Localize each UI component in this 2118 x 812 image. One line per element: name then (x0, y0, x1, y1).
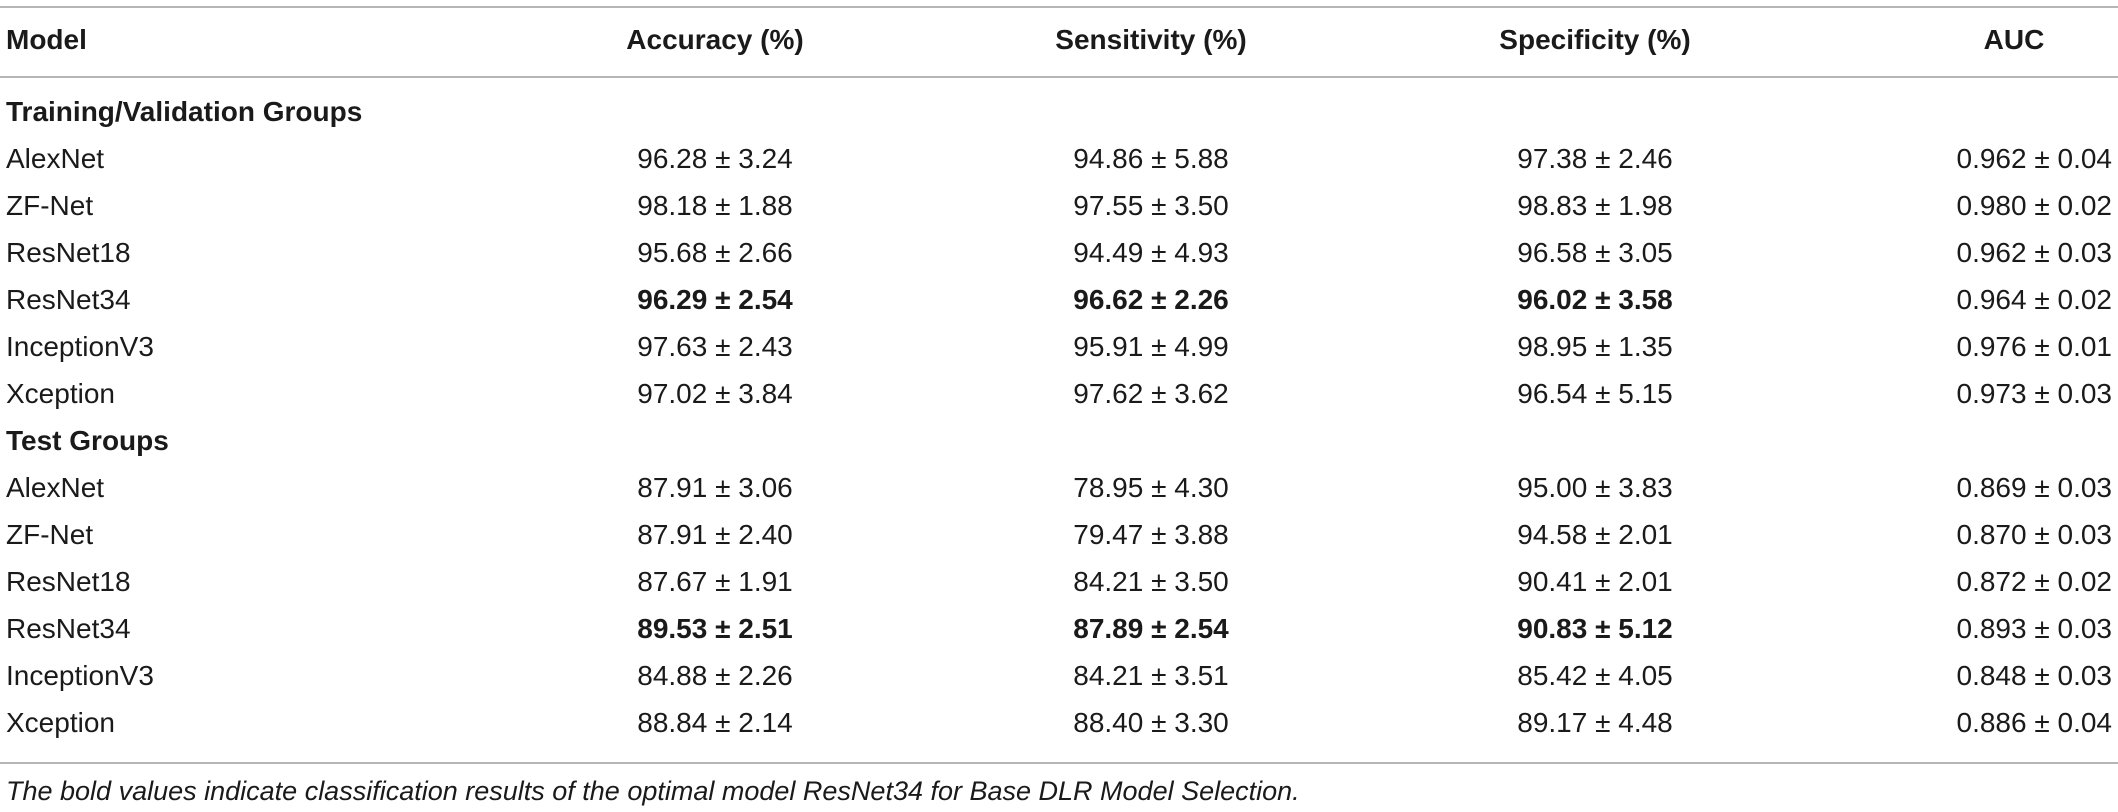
table-footnote: The bold values indicate classification … (6, 776, 1300, 806)
cell-specificity-bold: 96.02 ± 3.58 (1517, 284, 1673, 315)
cell-sensitivity: 97.62 ± 3.62 (1073, 378, 1229, 409)
header-sensitivity: Sensitivity (%) (1055, 24, 1247, 55)
cell-model: InceptionV3 (6, 660, 154, 691)
cell-auc: 0.848 ± 0.03 (1956, 660, 2113, 691)
table-row-highlight: ResNet34 96.29 ± 2.54 96.62 ± 2.26 96.02… (0, 276, 2118, 323)
cell-auc: 0.870 ± 0.03 (1956, 519, 2113, 550)
cell-model: ZF-Net (6, 519, 94, 550)
cell-auc: 0.962 ± 0.04 (1956, 143, 2113, 174)
cell-accuracy-bold: 96.29 ± 2.54 (637, 284, 793, 315)
cell-accuracy-bold: 89.53 ± 2.51 (637, 613, 793, 644)
table-row: InceptionV3 97.63 ± 2.43 95.91 ± 4.99 98… (0, 323, 2118, 370)
table-row: AlexNet 87.91 ± 3.06 78.95 ± 4.30 95.00 … (0, 464, 2118, 511)
cell-accuracy: 96.28 ± 3.24 (637, 143, 793, 174)
cell-sensitivity-bold: 96.62 ± 2.26 (1073, 284, 1229, 315)
cell-sensitivity: 95.91 ± 4.99 (1073, 331, 1229, 362)
table-row: InceptionV3 84.88 ± 2.26 84.21 ± 3.51 85… (0, 652, 2118, 699)
table-row: ZF-Net 87.91 ± 2.40 79.47 ± 3.88 94.58 ±… (0, 511, 2118, 558)
cell-model: AlexNet (6, 143, 105, 174)
cell-model: ResNet34 (6, 613, 131, 644)
header-auc: AUC (1983, 24, 2045, 55)
cell-accuracy: 87.91 ± 2.40 (637, 519, 793, 550)
cell-auc: 0.962 ± 0.03 (1956, 237, 2113, 268)
cell-model: ResNet18 (6, 566, 131, 597)
table-header-rule (0, 76, 2118, 78)
cell-model: Xception (6, 378, 115, 409)
header-accuracy: Accuracy (%) (626, 24, 804, 55)
cell-specificity-bold: 90.83 ± 5.12 (1517, 613, 1673, 644)
table-top-rule (0, 6, 2118, 8)
cell-auc: 0.980 ± 0.02 (1956, 190, 2113, 221)
cell-sensitivity: 84.21 ± 3.50 (1073, 566, 1229, 597)
cell-sensitivity: 78.95 ± 4.30 (1073, 472, 1229, 503)
cell-auc: 0.869 ± 0.03 (1956, 472, 2113, 503)
cell-specificity: 85.42 ± 4.05 (1517, 660, 1673, 691)
cell-sensitivity: 97.55 ± 3.50 (1073, 190, 1229, 221)
table-row: Xception 88.84 ± 2.14 88.40 ± 3.30 89.17… (0, 699, 2118, 746)
cell-auc: 0.886 ± 0.04 (1956, 707, 2113, 738)
group-title-row: Training/Validation Groups (0, 88, 2118, 135)
cell-model: ZF-Net (6, 190, 94, 221)
cell-auc: 0.976 ± 0.01 (1956, 331, 2113, 362)
cell-accuracy: 87.91 ± 3.06 (637, 472, 793, 503)
cell-specificity: 96.58 ± 3.05 (1517, 237, 1673, 268)
cell-auc: 0.973 ± 0.03 (1956, 378, 2113, 409)
cell-specificity: 95.00 ± 3.83 (1517, 472, 1673, 503)
header-model: Model (6, 24, 87, 55)
cell-model: ResNet18 (6, 237, 131, 268)
group-title: Test Groups (6, 425, 169, 456)
table-bottom-rule (0, 762, 2118, 764)
header-specificity: Specificity (%) (1499, 24, 1691, 55)
table-row: ResNet18 95.68 ± 2.66 94.49 ± 4.93 96.58… (0, 229, 2118, 276)
cell-auc: 0.964 ± 0.02 (1956, 284, 2113, 315)
cell-sensitivity: 79.47 ± 3.88 (1073, 519, 1229, 550)
cell-specificity: 98.95 ± 1.35 (1517, 331, 1673, 362)
cell-accuracy: 97.63 ± 2.43 (637, 331, 793, 362)
cell-model: InceptionV3 (6, 331, 154, 362)
cell-accuracy: 87.67 ± 1.91 (637, 566, 793, 597)
cell-sensitivity: 84.21 ± 3.51 (1073, 660, 1229, 691)
table-row: AlexNet 96.28 ± 3.24 94.86 ± 5.88 97.38 … (0, 135, 2118, 182)
cell-model: AlexNet (6, 472, 105, 503)
cell-auc: 0.893 ± 0.03 (1956, 613, 2113, 644)
cell-specificity: 90.41 ± 2.01 (1517, 566, 1673, 597)
table-header-row: Model Accuracy (%) Sensitivity (%) Speci… (0, 16, 2118, 63)
table-row: Xception 97.02 ± 3.84 97.62 ± 3.62 96.54… (0, 370, 2118, 417)
cell-auc: 0.872 ± 0.02 (1956, 566, 2113, 597)
cell-sensitivity: 88.40 ± 3.30 (1073, 707, 1229, 738)
cell-specificity: 98.83 ± 1.98 (1517, 190, 1673, 221)
cell-specificity: 97.38 ± 2.46 (1517, 143, 1673, 174)
group-title-row: Test Groups (0, 417, 2118, 464)
cell-accuracy: 98.18 ± 1.88 (637, 190, 793, 221)
cell-accuracy: 84.88 ± 2.26 (637, 660, 793, 691)
table-row: ZF-Net 98.18 ± 1.88 97.55 ± 3.50 98.83 ±… (0, 182, 2118, 229)
cell-model: ResNet34 (6, 284, 131, 315)
cell-sensitivity: 94.49 ± 4.93 (1073, 237, 1229, 268)
group-title: Training/Validation Groups (6, 96, 363, 127)
cell-accuracy: 88.84 ± 2.14 (637, 707, 793, 738)
table-row: ResNet18 87.67 ± 1.91 84.21 ± 3.50 90.41… (0, 558, 2118, 605)
cell-sensitivity: 94.86 ± 5.88 (1073, 143, 1229, 174)
cell-sensitivity-bold: 87.89 ± 2.54 (1073, 613, 1229, 644)
table-row-highlight: ResNet34 89.53 ± 2.51 87.89 ± 2.54 90.83… (0, 605, 2118, 652)
cell-accuracy: 97.02 ± 3.84 (637, 378, 793, 409)
cell-specificity: 94.58 ± 2.01 (1517, 519, 1673, 550)
cell-specificity: 96.54 ± 5.15 (1517, 378, 1673, 409)
cell-accuracy: 95.68 ± 2.66 (637, 237, 793, 268)
cell-specificity: 89.17 ± 4.48 (1517, 707, 1673, 738)
cell-model: Xception (6, 707, 115, 738)
